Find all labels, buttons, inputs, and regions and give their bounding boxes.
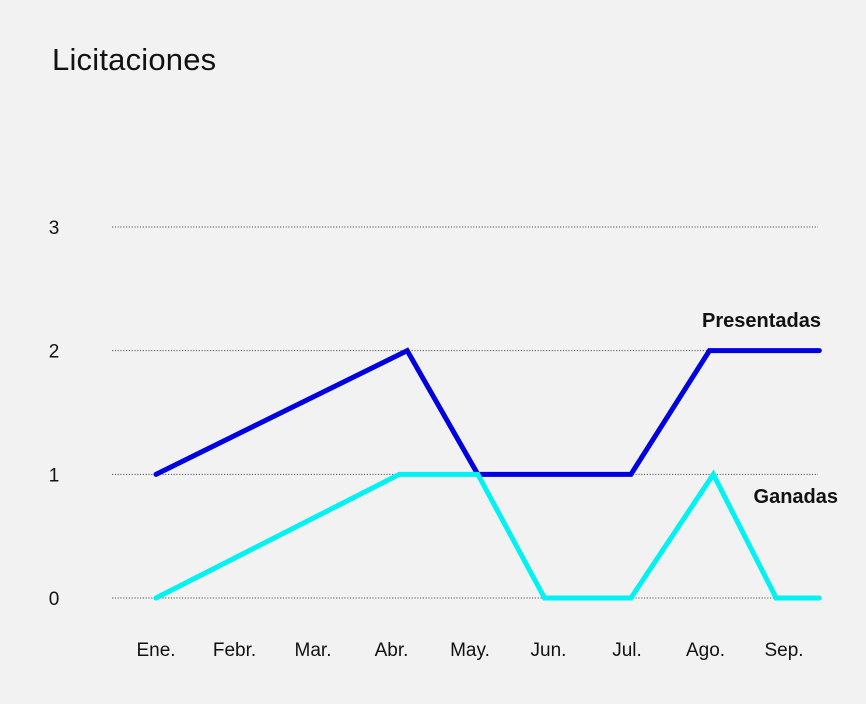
x-tick-label: Jul. (612, 640, 642, 661)
chart-title: Licitaciones (52, 42, 217, 77)
x-tick-label: Mar. (295, 640, 332, 661)
y-tick-label: 3 (49, 218, 60, 239)
x-tick-label: Jun. (531, 640, 567, 661)
y-tick-label: 0 (49, 589, 60, 610)
x-tick-label: Ene. (136, 640, 175, 661)
series-line-ganadas (153, 469, 822, 601)
series-label-presentadas: Presentadas (702, 310, 821, 332)
x-tick-label: Sep. (764, 640, 803, 661)
series-line-presentadas (153, 347, 822, 477)
x-tick-label: Abr. (375, 640, 409, 661)
x-tick-label: May. (450, 640, 490, 661)
series-label-ganadas: Ganadas (754, 486, 838, 508)
x-tick-label: Febr. (213, 640, 256, 661)
y-tick-label: 1 (49, 465, 60, 486)
x-tick-label: Ago. (686, 640, 725, 661)
y-tick-label: 2 (49, 342, 60, 363)
